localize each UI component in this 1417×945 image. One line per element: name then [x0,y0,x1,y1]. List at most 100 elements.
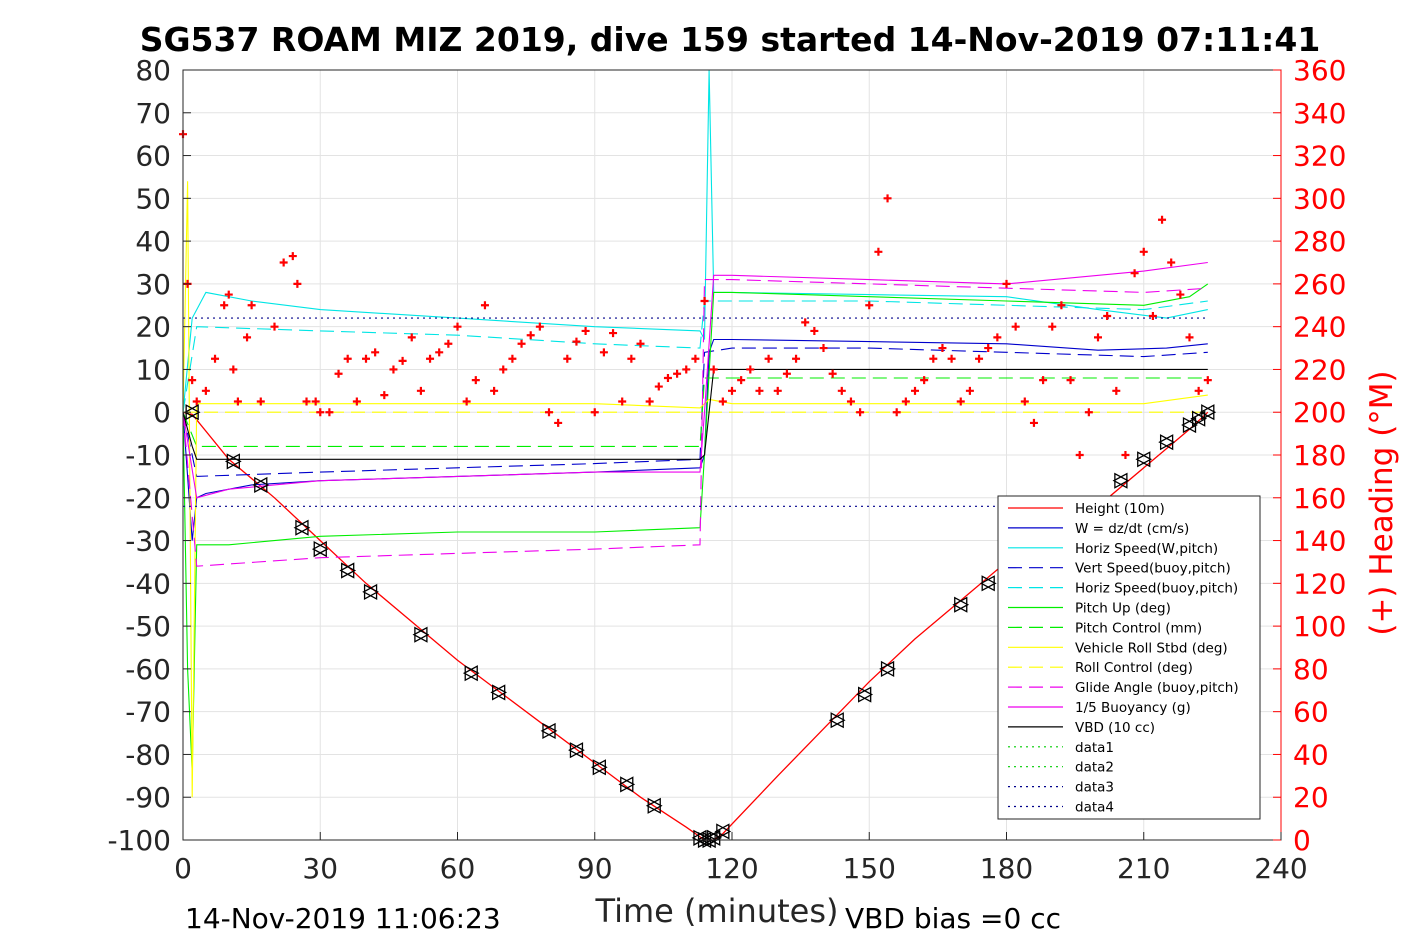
heading-point [211,354,220,363]
left-tick-label: -10 [125,439,171,472]
height-marker-left [828,712,844,729]
left-tick-label: 20 [135,311,171,344]
heading-point [1066,376,1075,385]
heading-point [343,354,352,363]
heading-points-layer [179,130,1212,459]
legend-label-2: Horiz Speed(W,pitch) [1075,541,1218,557]
right-tick-label: 100 [1293,610,1346,643]
heading-point [1176,290,1185,299]
chart-title: SG537 ROAM MIZ 2019, dive 159 started 14… [140,20,1321,59]
left-tick-label: 10 [135,353,171,386]
heading-point [1112,386,1121,395]
heading-point [874,247,883,256]
heading-point [293,279,302,288]
footer-timestamp: 14-Nov-2019 11:06:23 [185,902,501,935]
legend-box [997,495,1261,820]
heading-point [1148,311,1157,320]
height-marker-left [979,575,995,592]
footer-vbd-bias: VBD bias =0 cc [845,902,1061,935]
height-marker-left [540,722,556,740]
heading-point [846,397,855,406]
legend-label-5: Pitch Up (deg) [1075,601,1171,617]
heading-point [311,397,320,406]
x-tick-label: 60 [440,852,476,885]
heading-point [334,369,343,378]
heading-point [229,365,238,374]
x-tick-label: 210 [1117,852,1170,885]
heading-point [247,301,256,310]
height-marker-left [293,519,309,536]
heading-point [1203,376,1212,385]
heading-point [801,318,810,327]
height-marker-left [412,626,428,643]
right-tick-label: 280 [1293,225,1346,258]
left-tick-label: -90 [125,781,171,814]
heading-point [462,397,471,406]
heading-point [920,376,929,385]
left-tick-label: -20 [125,482,171,515]
heading-point [1185,333,1194,342]
heading-point [700,297,709,305]
heading-point [746,365,755,374]
left-tick-label: 40 [135,225,171,258]
height-marker-left [362,583,378,600]
heading-point [938,344,947,353]
heading-point [984,344,993,353]
height-marker-left [311,541,327,558]
heading-point [837,386,846,395]
right-tick-label: 300 [1293,182,1346,215]
x-tick-label: 240 [1254,852,1307,885]
height-marker-left [252,476,268,494]
heading-point [480,301,489,310]
legend-label-14: data3 [1075,780,1114,796]
right-tick-label: 200 [1293,396,1346,429]
heading-point [599,348,608,357]
legend-label-3: Vert Speed(buoy,pitch) [1075,561,1231,577]
heading-point [911,386,919,395]
left-tick-label: -80 [125,738,171,771]
heading-point [947,354,956,363]
heading-point [380,391,389,400]
left-tick-label: -100 [107,824,171,857]
heading-point [901,397,910,406]
heading-point [435,348,444,357]
legend-label-7: Vehicle Roll Stbd (deg) [1075,640,1228,656]
heading-point [673,369,682,378]
right-tick-label: 340 [1293,97,1346,130]
heading-point [517,339,526,348]
height-marker-left [879,660,895,677]
legend-label-4: Horiz Speed(buoy,pitch) [1075,581,1238,597]
heading-point [554,418,563,427]
height-marker-left [952,596,968,613]
heading-point [407,333,416,342]
heading-point [316,408,325,417]
left-tick-label: -60 [125,653,171,686]
legend-label-0: Height (10m) [1075,501,1165,517]
heading-point [256,397,265,406]
heading-point [389,365,398,374]
right-tick-label: 20 [1293,781,1329,814]
heading-point [426,354,435,363]
x-tick-label: 150 [843,852,896,885]
left-axis-ticks: 80 70 60 50 40 30 20 10 0 -10 -20 -30 -40 -50 -60 -70 -8… [107,54,191,857]
heading-point [993,333,1002,342]
height-marker-left [339,562,355,579]
heading-point [1002,279,1011,288]
x-tick-label: 90 [577,852,613,885]
heading-point [1020,397,1029,406]
heading-point [737,376,746,385]
heading-point [810,326,819,335]
height-marker-left [1199,404,1215,421]
right-tick-label: 40 [1293,738,1329,771]
heading-point [1084,408,1093,417]
heading-point [1057,301,1066,310]
left-tick-label: -30 [125,525,171,558]
right-tick-label: 320 [1293,140,1346,173]
heading-point [819,344,828,353]
series-line-6 [182,377,1208,447]
heading-point [782,369,791,378]
series-line-9 [182,279,1208,567]
heading-point [929,354,938,363]
right-tick-label: 260 [1293,268,1346,301]
